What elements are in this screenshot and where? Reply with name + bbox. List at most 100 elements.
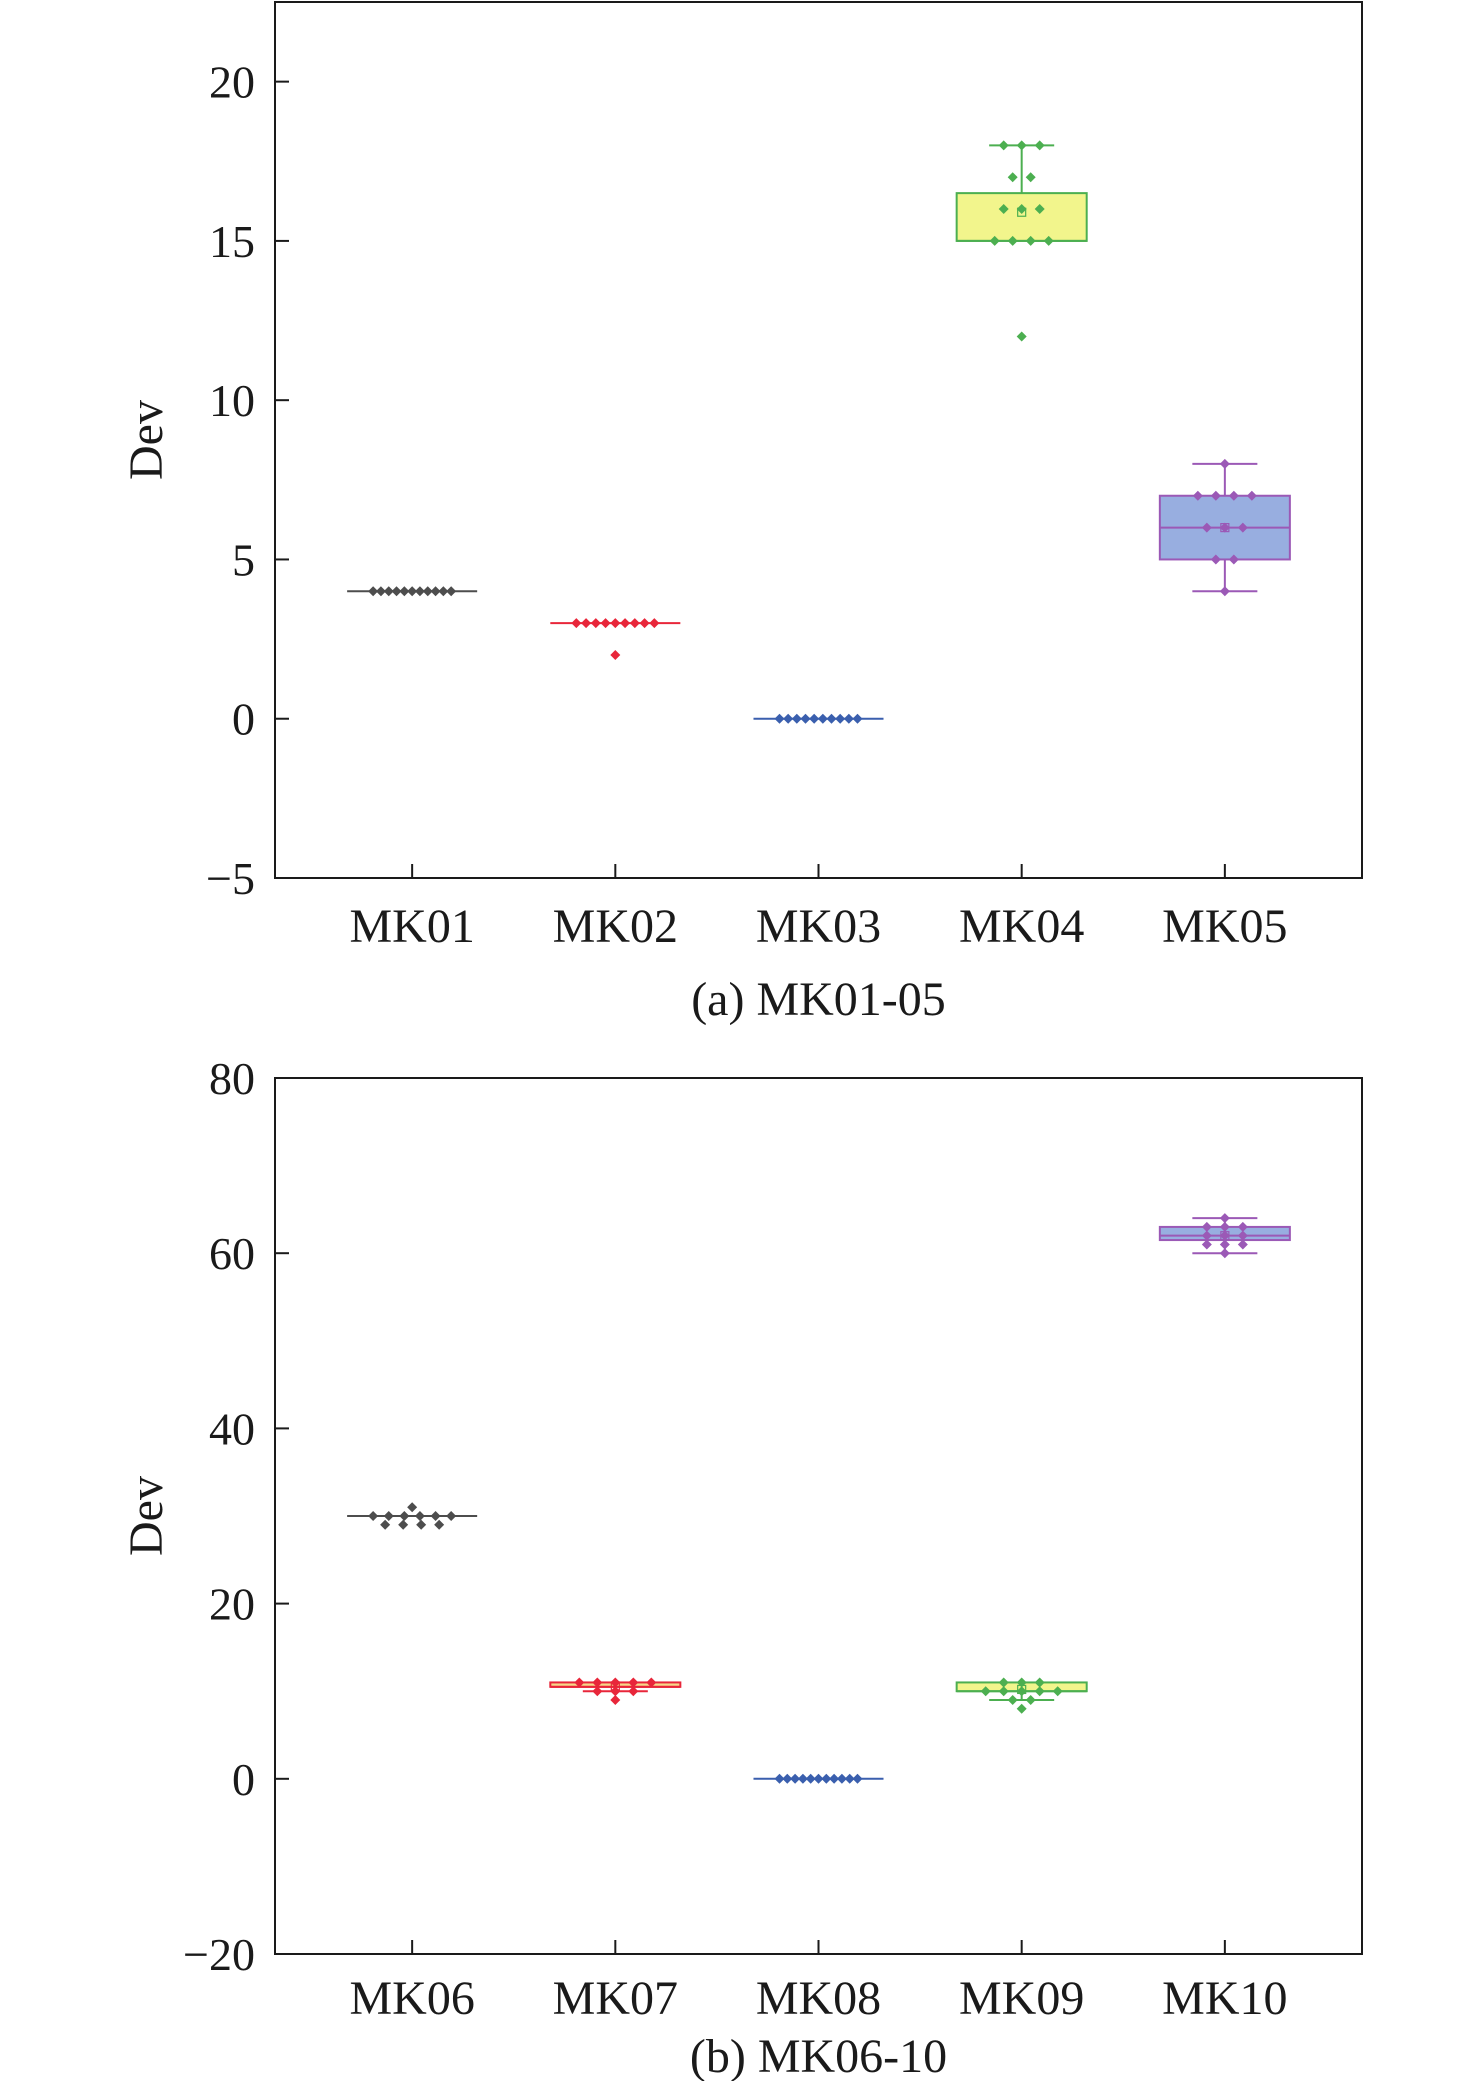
data-point — [1025, 172, 1036, 183]
data-point — [774, 1773, 785, 1784]
y-tick-label: 80 — [209, 1053, 255, 1104]
data-point — [1237, 1221, 1248, 1232]
data-point — [998, 1686, 1009, 1697]
data-point — [1034, 140, 1045, 151]
box-mk10 — [1158, 1213, 1291, 1259]
data-point — [1219, 1230, 1230, 1241]
data-point — [1201, 1239, 1212, 1250]
x-tick-label: MK04 — [959, 900, 1084, 953]
data-point — [375, 586, 386, 597]
data-point — [610, 618, 621, 629]
data-point — [829, 1773, 840, 1784]
data-point — [414, 586, 425, 597]
data-point — [649, 618, 660, 629]
data-point — [592, 1677, 603, 1688]
data-point — [620, 618, 631, 629]
data-point — [391, 586, 402, 597]
data-point — [610, 1677, 621, 1688]
x-tick-label: MK07 — [553, 1972, 678, 2025]
data-point — [1219, 586, 1230, 597]
panel-caption: (b) MK06-10 — [690, 2030, 947, 2081]
box-mk05 — [1158, 458, 1291, 597]
data-point — [430, 586, 441, 597]
box-mk03 — [753, 713, 884, 724]
data-point — [407, 1502, 418, 1513]
data-point — [998, 140, 1009, 151]
data-point — [610, 1686, 621, 1697]
box-mk04 — [955, 140, 1088, 342]
data-point — [438, 586, 449, 597]
y-axis-label: Dev — [120, 400, 173, 480]
data-point — [813, 1773, 824, 1784]
data-point — [1228, 554, 1239, 565]
box-mk06 — [347, 1502, 478, 1530]
data-point — [791, 713, 802, 724]
data-point — [835, 713, 846, 724]
data-point — [836, 1773, 847, 1784]
data-point — [1219, 1213, 1230, 1224]
data-point — [852, 1773, 863, 1784]
data-point — [571, 618, 582, 629]
data-point — [998, 1677, 1009, 1688]
data-point — [1219, 1239, 1230, 1250]
data-point — [1237, 1239, 1248, 1250]
data-point — [821, 1773, 832, 1784]
data-point — [1034, 204, 1045, 215]
data-point — [628, 1677, 639, 1688]
y-tick-label: 10 — [209, 375, 255, 426]
data-point — [600, 618, 611, 629]
data-point — [1034, 1686, 1045, 1697]
box-mk01 — [347, 586, 478, 597]
data-point — [1016, 331, 1027, 342]
data-point — [1016, 204, 1027, 215]
x-tick-label: MK03 — [756, 900, 881, 953]
data-point — [368, 586, 379, 597]
data-point — [805, 1773, 816, 1784]
y-axis-label: Dev — [120, 1476, 173, 1556]
data-point — [1016, 140, 1027, 151]
data-point — [1228, 490, 1239, 501]
data-point — [399, 1511, 410, 1521]
data-point — [416, 1519, 427, 1530]
data-point — [980, 1686, 991, 1697]
data-point — [590, 618, 601, 629]
plot-frame — [274, 1, 1363, 879]
data-point — [422, 586, 433, 597]
y-tick-label: −20 — [183, 1929, 255, 1980]
data-point — [1016, 1703, 1027, 1714]
data-point — [790, 1773, 801, 1784]
y-tick-label: 15 — [209, 216, 255, 267]
x-tick-label: MK01 — [349, 900, 474, 953]
data-point — [843, 713, 854, 724]
data-point — [592, 1686, 603, 1697]
data-point — [1043, 235, 1054, 246]
data-point — [628, 1686, 639, 1697]
y-tick-label: 20 — [209, 57, 255, 108]
data-point — [1025, 235, 1036, 246]
data-point — [797, 1773, 808, 1784]
data-point — [430, 1511, 441, 1521]
data-point — [1210, 554, 1221, 565]
x-tick-label: MK10 — [1162, 1972, 1287, 2025]
data-point — [446, 586, 457, 597]
chart-panel-1: −5 0 5 10 15 20 Dev MK01 MK02 MK03 MK04 MK05 (a) MK0… — [120, 1, 1363, 1026]
y-tick-label: −5 — [206, 853, 255, 904]
data-point — [1201, 522, 1212, 533]
box-mk07 — [549, 1677, 682, 1705]
y-tick-label: 5 — [232, 534, 255, 585]
data-point — [380, 1519, 391, 1530]
data-point — [989, 235, 1000, 246]
data-point — [383, 1511, 394, 1521]
data-point — [1219, 1221, 1230, 1232]
data-point — [1219, 1248, 1230, 1259]
x-tick-label: MK05 — [1162, 900, 1287, 953]
data-point — [1219, 522, 1230, 533]
data-point — [1201, 1230, 1212, 1241]
box-mk08 — [753, 1773, 884, 1784]
data-point — [1016, 1686, 1027, 1697]
data-point — [581, 618, 592, 629]
data-point — [1034, 1677, 1045, 1688]
data-point — [639, 618, 650, 629]
data-point — [844, 1773, 855, 1784]
